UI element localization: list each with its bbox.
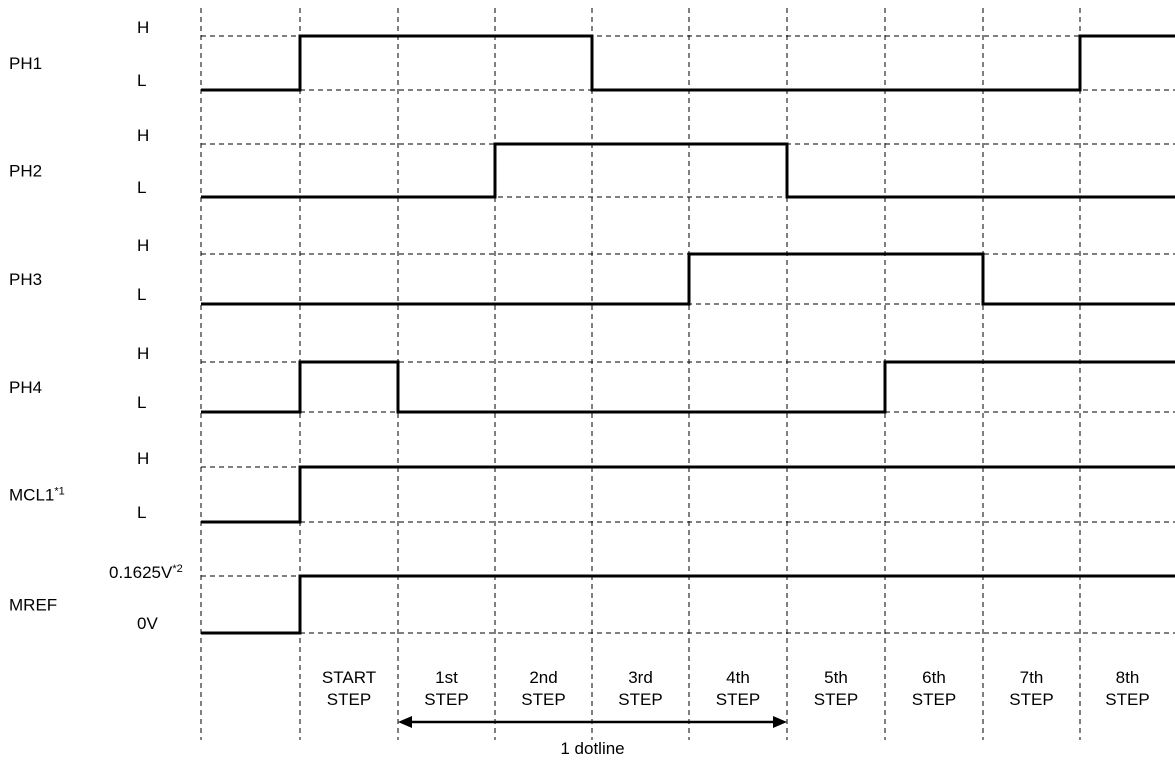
footnote-marker: *1 <box>54 486 64 498</box>
ph3-waveform <box>201 252 1175 306</box>
mref-signal-name: MREF <box>9 596 57 615</box>
step-label-line2: STEP <box>814 690 858 709</box>
ph4-signal-name: PH4 <box>9 378 42 397</box>
step-label-line1: 3rd <box>628 668 653 687</box>
step-label-line1: 8th <box>1116 668 1140 687</box>
step-label-line1: START <box>322 668 376 687</box>
ph2-low-label: L <box>137 178 146 197</box>
ph3-signal-name: PH3 <box>9 270 42 289</box>
ph1-low-label: L <box>137 71 146 90</box>
mref-waveform <box>201 574 1175 635</box>
ph4-waveform <box>201 360 1175 414</box>
dotline-arrow-head-left <box>398 716 412 728</box>
waveforms <box>201 34 1175 635</box>
step-label-line2: STEP <box>618 690 662 709</box>
dotline-annotation: 1 dotline <box>398 716 787 758</box>
mcl1-waveform <box>201 465 1175 524</box>
step-label-line1: 2nd <box>529 668 557 687</box>
mref-high-label: 0.1625V*2 <box>109 563 183 582</box>
step-label-line2: STEP <box>521 690 565 709</box>
step-label-line1: 5th <box>824 668 848 687</box>
step-label-line1: 4th <box>726 668 750 687</box>
step-label-line1: 6th <box>922 668 946 687</box>
dotline-arrow-head-right <box>773 716 787 728</box>
step-label-line2: STEP <box>1009 690 1053 709</box>
mcl1-signal-name: MCL1*1 <box>9 486 65 505</box>
vertical-gridlines <box>200 8 1081 740</box>
step-label-line1: 7th <box>1020 668 1044 687</box>
ph1-signal-name: PH1 <box>9 54 42 73</box>
step-label-line1: 1st <box>435 668 458 687</box>
signal-labels: PH1 H L PH2 H L PH3 H L PH4 H L MCL1*1 H L MREF 0.1625V*… <box>9 18 183 633</box>
ph2-high-label: H <box>137 126 149 145</box>
step-labels: START STEP 1st STEP 2nd STEP 3rd STEP 4th STEP 5th… <box>322 668 1150 709</box>
step-label-line2: STEP <box>327 690 371 709</box>
dotline-label: 1 dotline <box>560 739 624 758</box>
footnote-marker: *2 <box>172 563 182 575</box>
step-label-line2: STEP <box>716 690 760 709</box>
mref-low-label: 0V <box>137 614 158 633</box>
ph3-low-label: L <box>137 285 146 304</box>
horizontal-gridlines <box>201 35 1175 634</box>
mcl1-low-label: L <box>137 503 146 522</box>
step-label-line2: STEP <box>424 690 468 709</box>
ph2-waveform <box>201 142 1175 199</box>
ph4-high-label: H <box>137 344 149 363</box>
step-label-line2: STEP <box>912 690 956 709</box>
step-label-line2: STEP <box>1105 690 1149 709</box>
ph3-high-label: H <box>137 236 149 255</box>
ph1-waveform <box>201 34 1175 92</box>
mcl1-high-label: H <box>137 449 149 468</box>
ph1-high-label: H <box>137 18 149 37</box>
ph4-low-label: L <box>137 393 146 412</box>
ph2-signal-name: PH2 <box>9 162 42 181</box>
